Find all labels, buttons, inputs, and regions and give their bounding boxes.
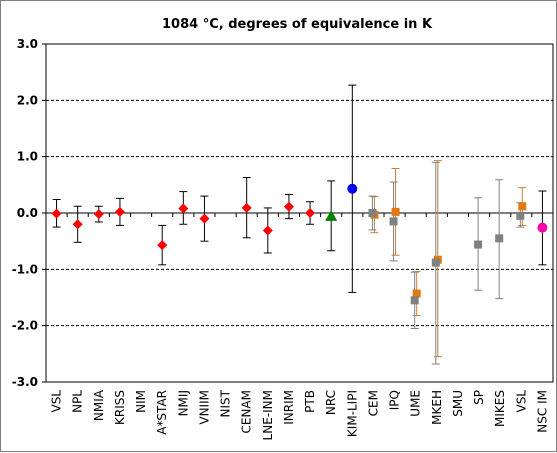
diamond-marker xyxy=(283,201,294,212)
y-axis-tick-labels: 3.0 2.0 1.0 0.0 -1.0 -2.0 -3.0 xyxy=(12,37,38,389)
x-category-label: NMIA xyxy=(92,389,106,421)
y-tick-label: 2.0 xyxy=(17,93,38,107)
square-marker xyxy=(495,234,504,243)
x-category-label: KRISS xyxy=(113,390,127,425)
x-category-label: MIKES xyxy=(493,390,507,427)
square-marker xyxy=(516,211,525,220)
square-marker xyxy=(389,217,398,226)
x-category-label: PTB xyxy=(303,390,317,413)
diamond-marker xyxy=(305,208,316,218)
diamond-marker xyxy=(114,206,125,217)
y-tick-label: -1.0 xyxy=(12,262,38,276)
square-marker xyxy=(410,296,419,305)
square-marker xyxy=(368,209,377,217)
diamond-marker xyxy=(262,225,273,236)
y-tick-label: 0.0 xyxy=(17,206,38,220)
square-marker xyxy=(474,240,483,249)
y-tick-label: 3.0 xyxy=(17,37,38,51)
x-category-label: NSC IM xyxy=(535,390,549,433)
x-category-label: NMIJ xyxy=(176,390,190,416)
x-axis-category-labels: VSL NPL NMIA KRISS NIM A*STAR NMIJ VNIIM NIST CEN… xyxy=(50,389,550,440)
square-marker xyxy=(412,289,421,298)
circle-marker xyxy=(347,183,358,194)
x-category-label: VNIIM xyxy=(197,390,211,425)
diamond-marker xyxy=(51,208,62,219)
chart-title: 1084 °C, degrees of equivalence in K xyxy=(162,17,433,32)
square-marker xyxy=(391,207,400,216)
x-category-label: A*STAR xyxy=(155,390,169,435)
x-category-label: UME xyxy=(409,390,423,417)
y-tick-label: -2.0 xyxy=(12,319,38,333)
square-marker xyxy=(431,258,440,267)
axes xyxy=(42,43,554,383)
error-bars xyxy=(52,84,547,365)
diamond-marker xyxy=(241,202,252,213)
x-category-label: MKEH xyxy=(430,390,444,425)
x-category-label: NPL xyxy=(71,390,85,413)
x-category-label: NRC xyxy=(324,390,338,415)
x-category-label: CENAM xyxy=(240,390,254,434)
diamond-marker xyxy=(178,203,189,214)
y-tick-label: 1.0 xyxy=(17,150,38,164)
diamond-marker xyxy=(72,219,83,230)
x-category-label: VSL xyxy=(514,390,528,413)
y-tick-label: -3.0 xyxy=(12,375,38,389)
x-category-label: SP xyxy=(472,390,486,405)
circle-marker xyxy=(537,222,548,233)
x-category-label: NIM xyxy=(134,390,148,413)
x-category-label: KIM-LIPI xyxy=(345,390,359,437)
x-category-label: SMU xyxy=(451,390,465,417)
diamond-marker xyxy=(93,209,104,220)
x-category-label: INRIM xyxy=(282,390,296,425)
x-category-label: LNE-INM xyxy=(261,390,275,440)
x-category-label: CEM xyxy=(366,390,380,416)
data-markers xyxy=(51,183,548,305)
x-category-label: NIST xyxy=(219,389,233,417)
diamond-marker xyxy=(157,240,168,251)
x-category-label: IPQ xyxy=(388,390,402,410)
diamond-marker xyxy=(199,213,210,224)
x-category-label: VSL xyxy=(50,390,64,413)
square-marker xyxy=(518,202,527,211)
triangle-marker xyxy=(325,209,338,221)
